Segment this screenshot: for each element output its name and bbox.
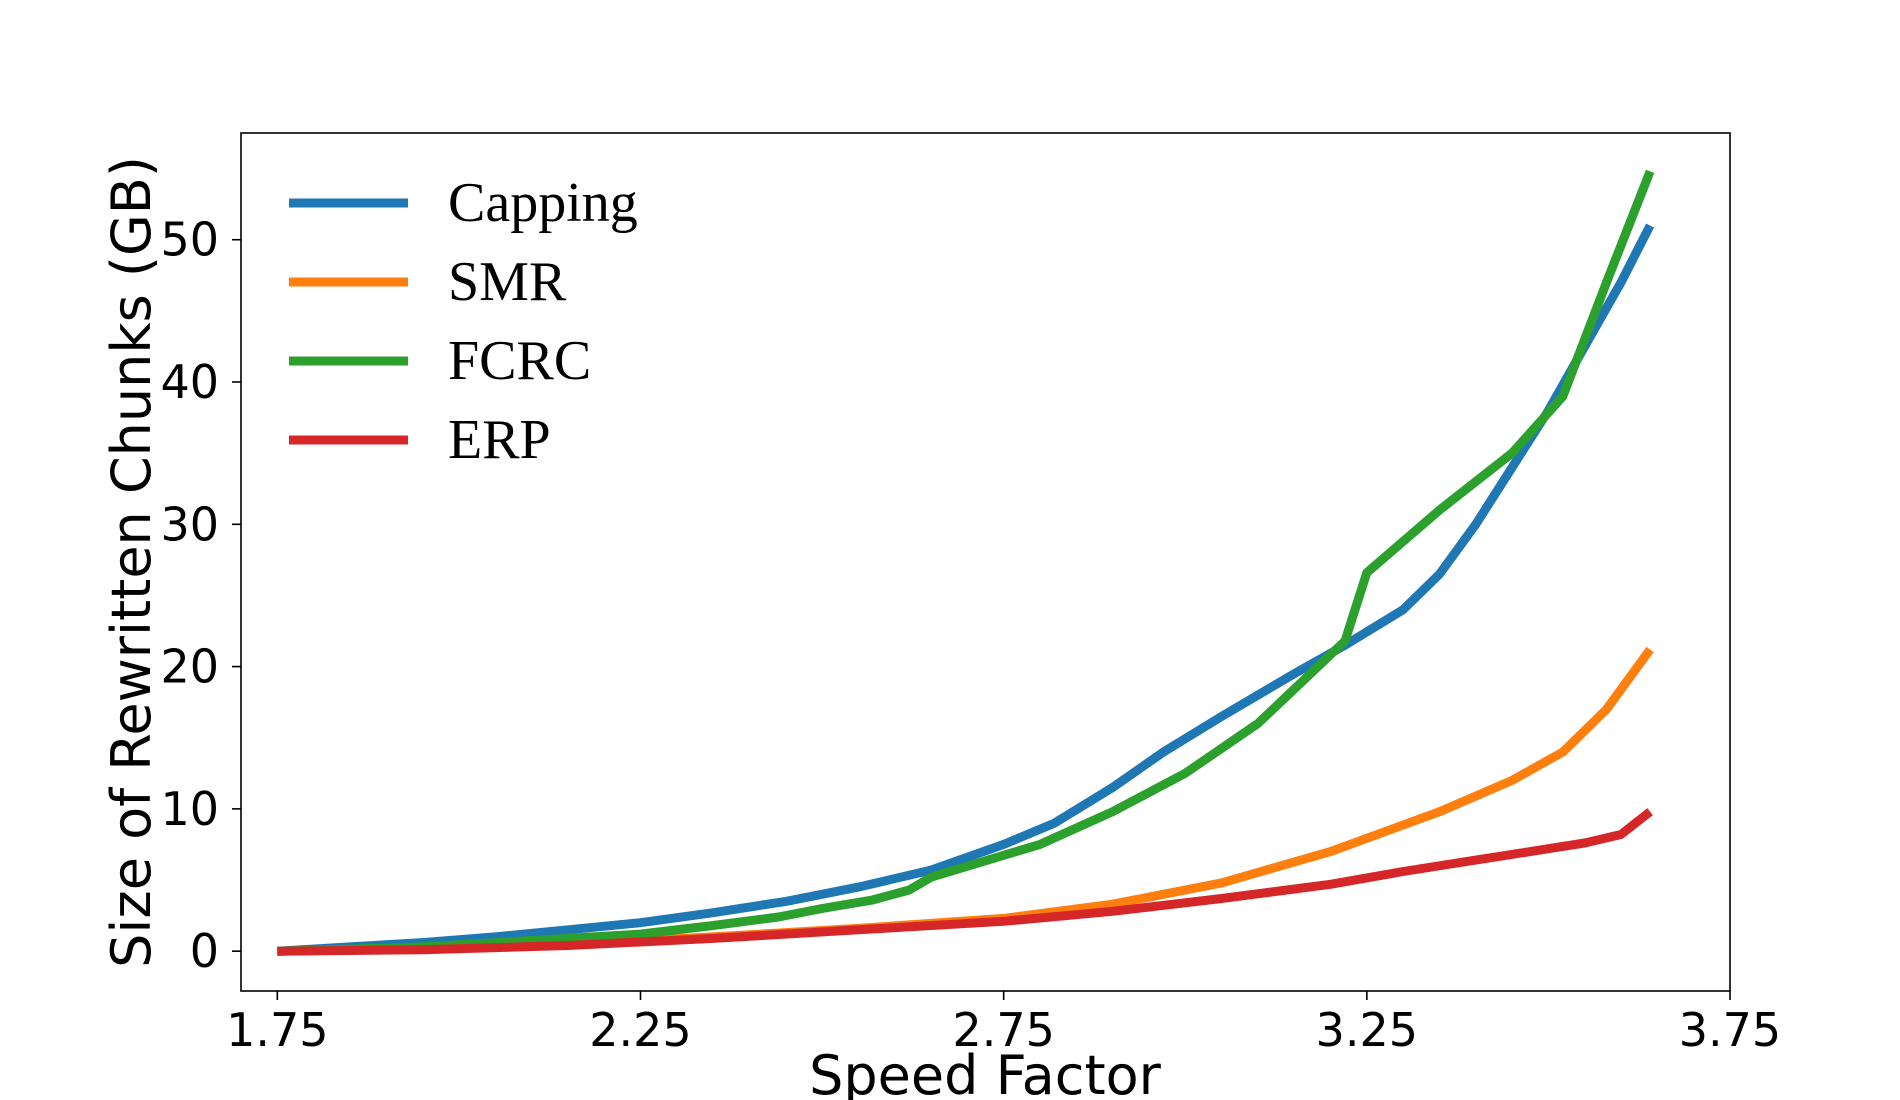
y-axis-title: Size of Rewritten Chunks (GB) (100, 156, 163, 968)
series-lines (277, 169, 1655, 956)
x-axis-ticks: 1.75 2.25 2.75 3.25 3.75 (226, 991, 1781, 1057)
series-line-fcrc (277, 169, 1655, 956)
plot-area-frame (240, 132, 1731, 992)
y-tick-label: 30 (160, 497, 219, 551)
series-line-erp (277, 808, 1653, 956)
series-line-capping (277, 223, 1655, 956)
legend-label-erp: ERP (448, 409, 551, 471)
legend-label-fcrc: FCRC (448, 330, 591, 392)
y-tick-label: 20 (160, 640, 219, 694)
x-tick-label: 3.75 (1679, 1003, 1781, 1057)
y-tick-label: 50 (160, 213, 219, 267)
y-tick-label: 40 (160, 355, 219, 409)
x-tick-label: 1.75 (226, 1003, 328, 1057)
series-line-smr (277, 646, 1654, 956)
x-axis-title: Speed Factor (809, 1044, 1162, 1100)
legend-label-capping: Capping (448, 172, 638, 234)
legend: Capping SMR FCRC ERP (289, 172, 638, 471)
x-tick-label: 2.25 (589, 1003, 691, 1057)
y-axis-ticks: 0 10 20 30 40 50 (160, 213, 241, 978)
legend-label-smr: SMR (448, 251, 567, 313)
x-tick-label: 3.25 (1316, 1003, 1418, 1057)
y-tick-label: 10 (160, 782, 219, 836)
y-tick-label: 0 (190, 924, 219, 978)
x-tick-label: 2.75 (952, 1003, 1054, 1057)
